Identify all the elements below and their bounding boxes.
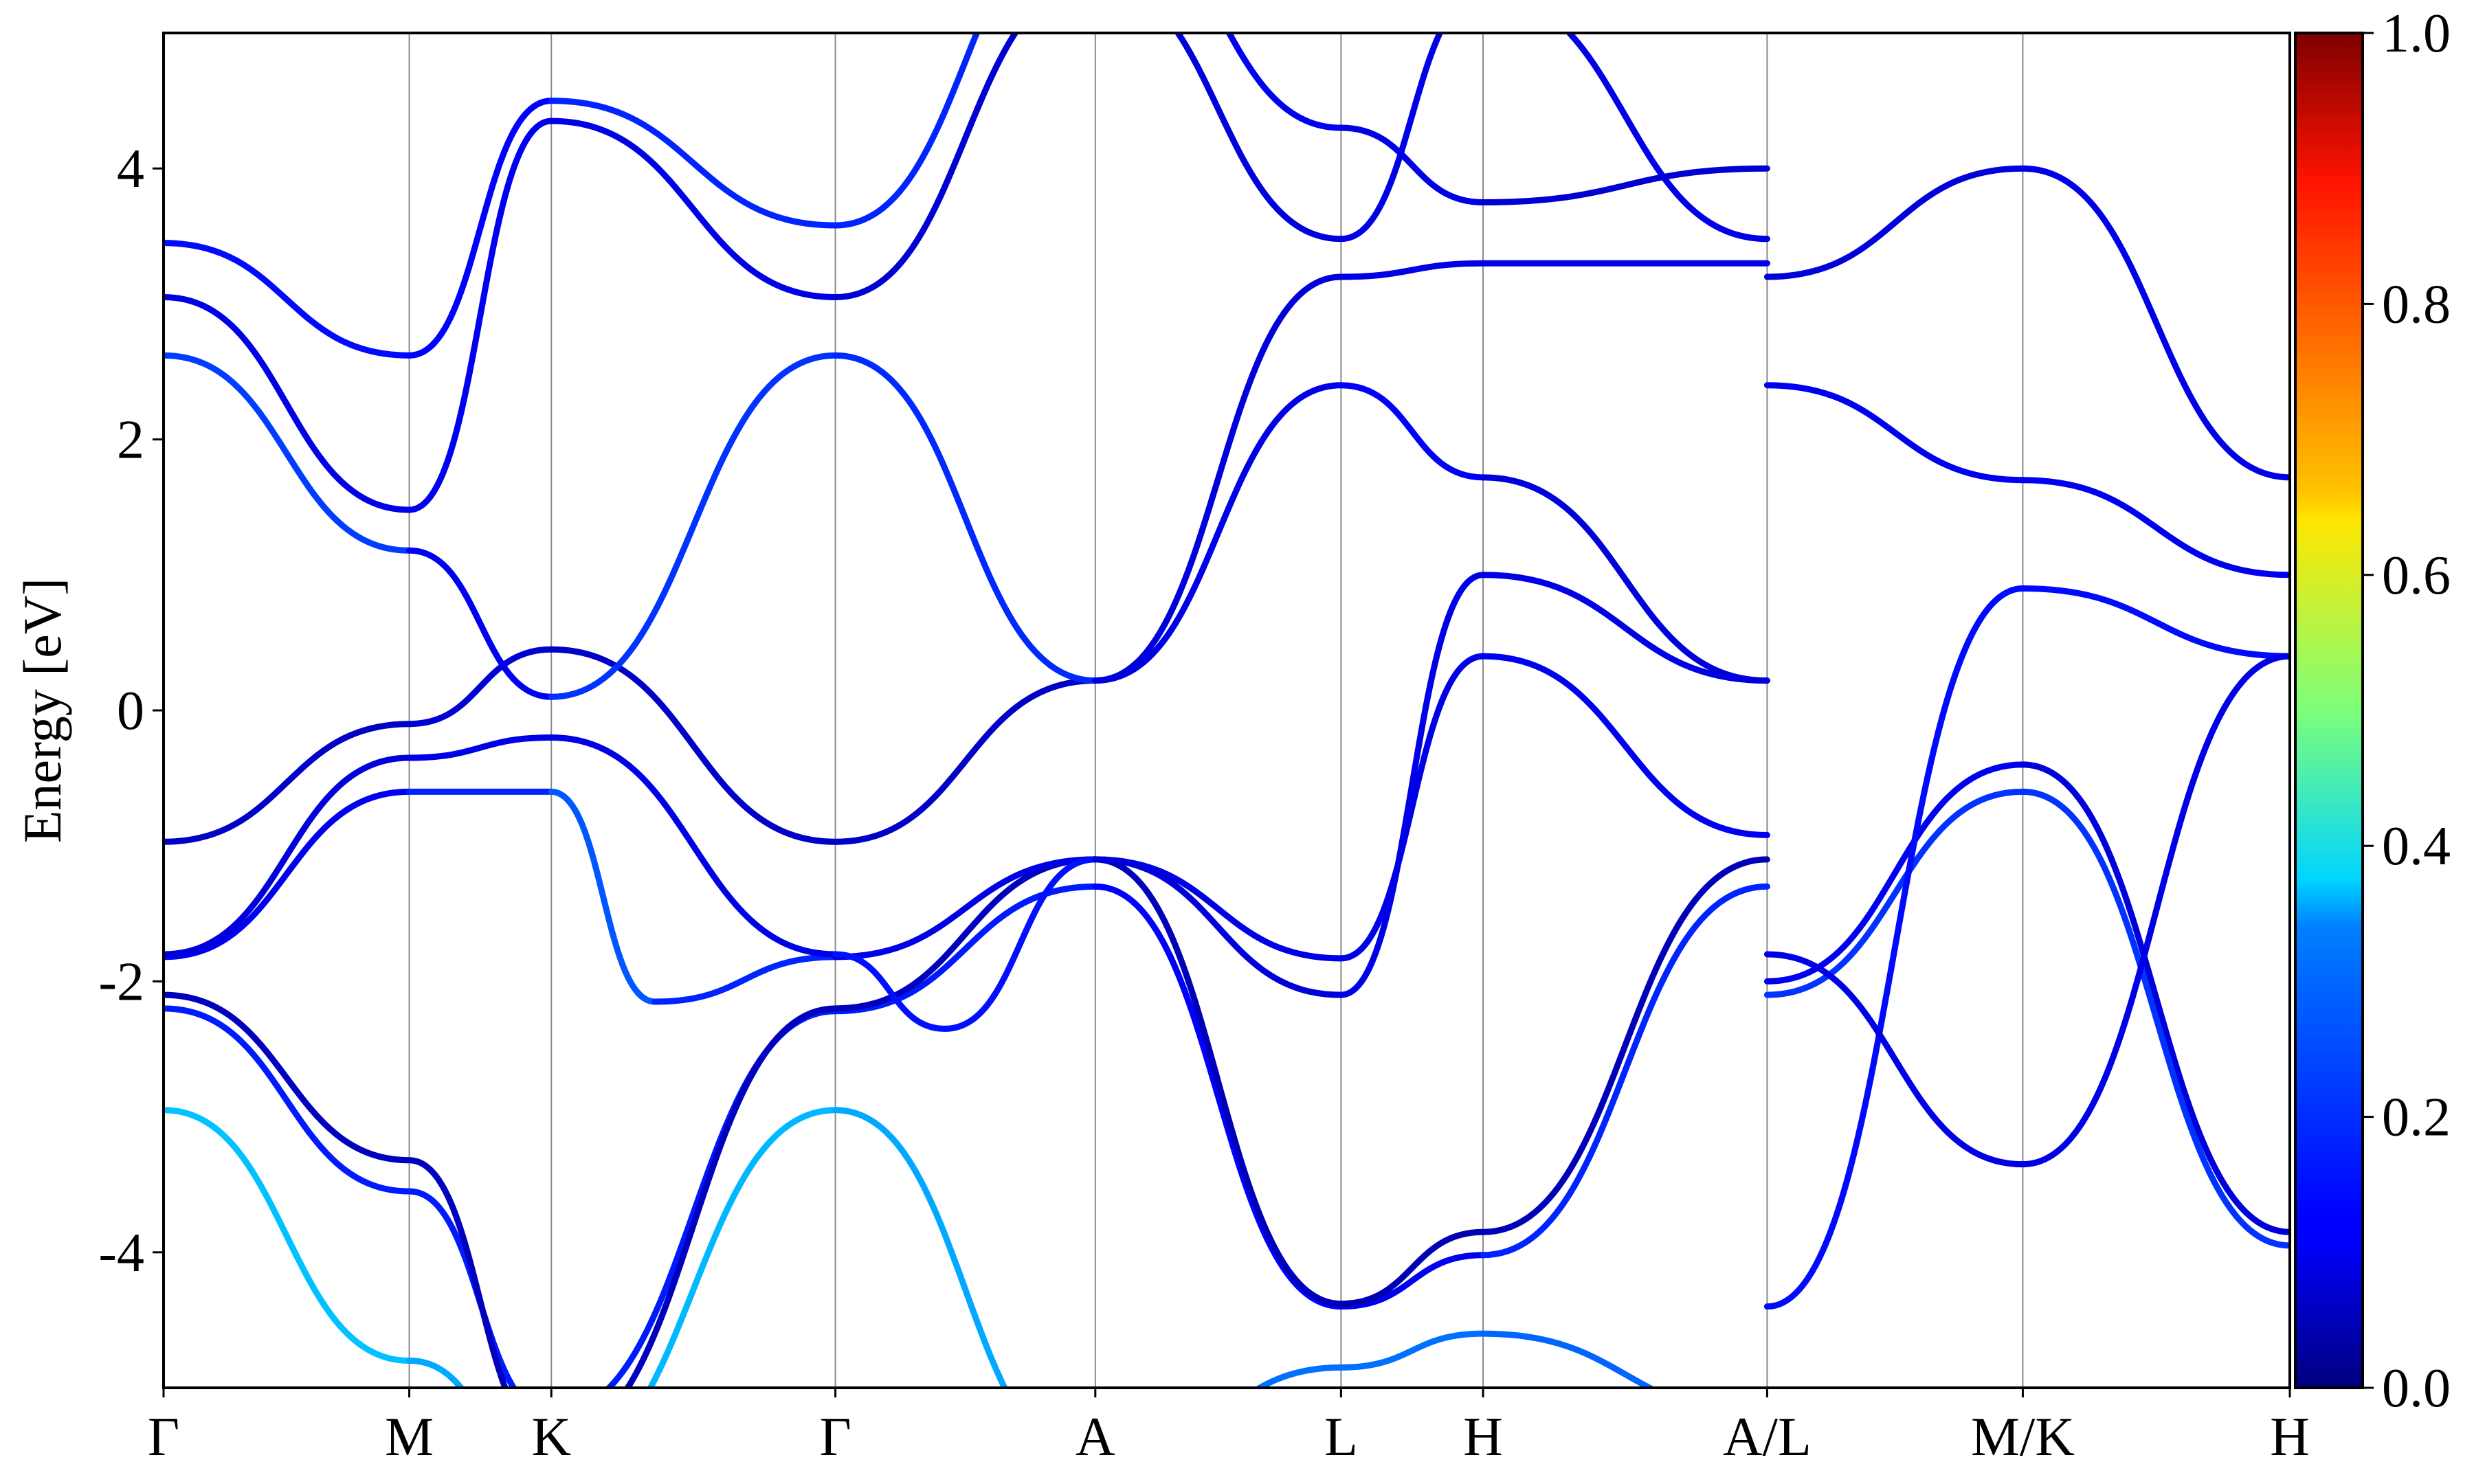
band-segment xyxy=(164,294,413,513)
band-segment xyxy=(1763,788,2026,998)
band-segment xyxy=(164,721,413,845)
band-segment xyxy=(406,646,555,728)
band-segment xyxy=(1337,1252,1486,1310)
band-segment xyxy=(406,98,555,359)
band-segment xyxy=(164,991,413,1164)
band-segment xyxy=(164,352,413,554)
x-tick-label: H xyxy=(2270,1407,2310,1468)
y-axis-ticks: -4 -2 0 2 4 xyxy=(98,139,164,1283)
band-segment xyxy=(548,734,839,958)
x-tick-label: M xyxy=(385,1407,434,1468)
band-segment xyxy=(1480,1330,1657,1388)
band-segment xyxy=(2019,788,2290,1249)
band-segment xyxy=(1092,856,1344,1307)
band-segment xyxy=(164,788,413,960)
band-segment xyxy=(2019,585,2290,660)
colorbar-tick-label: 0.6 xyxy=(2382,546,2451,606)
band-segment xyxy=(1337,1228,1486,1307)
y-tick-label: -2 xyxy=(98,952,144,1012)
band-segment xyxy=(1480,856,1770,1235)
y-tick-label: -4 xyxy=(98,1223,144,1283)
y-tick-label: 2 xyxy=(117,410,144,471)
band-segment xyxy=(1763,165,2026,280)
band-segment xyxy=(1092,856,1344,998)
band-segment xyxy=(1763,382,2026,484)
x-tick-label: Γ xyxy=(819,1407,851,1468)
band-segment xyxy=(548,117,839,301)
band-segment xyxy=(651,954,839,1005)
x-tick-label: L xyxy=(1324,1407,1358,1468)
band-segment xyxy=(164,240,413,359)
colorbar-tick-label: 0.0 xyxy=(2382,1358,2451,1419)
band-segment xyxy=(832,33,981,229)
x-tick-label: A xyxy=(1076,1407,1115,1468)
band-segment xyxy=(164,1107,413,1364)
band-segment xyxy=(624,1005,839,1388)
band-segment xyxy=(2019,761,2290,1235)
band-segment xyxy=(1174,33,1344,243)
band-segment xyxy=(1253,1364,1344,1388)
x-tick-label: H xyxy=(1463,1407,1503,1468)
band-segment xyxy=(406,117,555,513)
band-segment xyxy=(1092,382,1344,684)
band-segment xyxy=(164,1005,413,1195)
band-segment xyxy=(647,1107,839,1388)
band-segment xyxy=(1337,382,1486,481)
band-segment xyxy=(164,754,413,958)
band-segment xyxy=(1480,474,1770,684)
y-axis-label: Energy [eV] xyxy=(12,578,72,843)
band-segment xyxy=(832,951,948,1032)
x-tick-label: Γ xyxy=(148,1407,179,1468)
colorbar-tick-label: 0.8 xyxy=(2382,274,2451,335)
band-segment xyxy=(1337,572,1486,998)
band-segment xyxy=(548,646,839,845)
x-tick-label: M/K xyxy=(1971,1407,2075,1468)
band-segment xyxy=(406,547,555,700)
band-segment xyxy=(832,856,1099,960)
band-segment xyxy=(1225,33,1344,131)
band-segment xyxy=(832,352,1099,684)
band-segment xyxy=(1763,761,2026,985)
band-segment xyxy=(406,1157,509,1388)
band-segment xyxy=(1480,165,1770,205)
band-segment xyxy=(2019,165,2290,481)
band-segment xyxy=(1763,585,2026,1310)
x-tick-label: A/L xyxy=(1723,1407,1812,1468)
x-tick-label: K xyxy=(531,1407,571,1468)
band-segment xyxy=(1337,653,1486,962)
band-segment xyxy=(1337,124,1486,205)
band-segment xyxy=(2019,477,2290,578)
band-segment xyxy=(406,1358,465,1388)
band-segment xyxy=(406,734,555,761)
y-tick-label: 4 xyxy=(117,139,144,199)
band-segment xyxy=(548,98,839,229)
band-segment xyxy=(832,1107,1008,1388)
colorbar-tick-label: 0.2 xyxy=(2382,1088,2451,1148)
y-tick-label: 0 xyxy=(117,681,144,741)
band-segment xyxy=(2019,653,2290,1168)
colorbar xyxy=(2294,32,2364,1389)
colorbar-tick-label: 1.0 xyxy=(2382,3,2451,64)
band-segment xyxy=(1763,951,2026,1168)
colorbar-tick-label: 0.4 xyxy=(2382,816,2451,877)
band-lines xyxy=(164,33,2290,1388)
kpoint-separator-lines xyxy=(408,33,2024,1388)
band-segment xyxy=(548,788,658,1005)
band-segment xyxy=(1480,883,1770,1259)
x-axis-ticks: Γ M K Γ A L H A/L M/K H xyxy=(148,1388,2310,1468)
band-segment xyxy=(1480,653,1770,838)
band-segment xyxy=(1337,1330,1486,1371)
band-segment xyxy=(548,352,839,700)
band-segment xyxy=(1480,572,1770,684)
band-segment xyxy=(832,677,1099,845)
band-segment xyxy=(941,856,1099,1032)
band-segment xyxy=(1092,273,1344,684)
band-segment xyxy=(832,33,1019,301)
band-segment xyxy=(1337,33,1444,243)
colorbar-ticks: 0.0 0.2 0.4 0.6 0.8 1.0 xyxy=(2363,3,2451,1419)
band-segment xyxy=(1337,260,1486,280)
band-segment xyxy=(1565,33,1770,243)
